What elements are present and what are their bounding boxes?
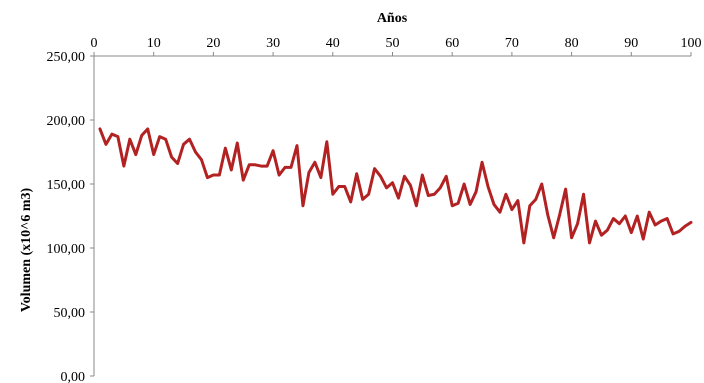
x-tick-label: 80	[565, 36, 579, 51]
x-tick-label: 20	[206, 36, 220, 51]
y-tick-label: 100,00	[47, 242, 86, 257]
x-tick-label: 10	[147, 36, 161, 51]
y-tick-label: 200,00	[47, 114, 86, 129]
x-tick-label: 70	[505, 36, 519, 51]
y-axis-title: Volumen (x10^6 m3)	[19, 188, 34, 313]
x-tick-label: 100	[681, 36, 702, 51]
tick-group: 0 10 20 30 40 50 60 70 80 90 100 0,00 50,00 100,00 150…	[47, 36, 702, 383]
x-tick-label: 0	[91, 36, 98, 51]
y-tick-label: 50,00	[54, 306, 86, 321]
y-tick-label: 250,00	[47, 50, 86, 65]
axes-group	[94, 56, 691, 376]
x-tick-label: 60	[445, 36, 459, 51]
series-group	[100, 129, 691, 243]
x-axis-title: Años	[377, 11, 408, 26]
x-tick-label: 50	[386, 36, 400, 51]
x-tick-label: 30	[266, 36, 280, 51]
x-tick-label: 90	[624, 36, 638, 51]
x-tick-label: 40	[326, 36, 340, 51]
series-line	[100, 129, 691, 243]
y-tick-label: 150,00	[47, 178, 86, 193]
y-tick-label: 0,00	[61, 370, 86, 383]
